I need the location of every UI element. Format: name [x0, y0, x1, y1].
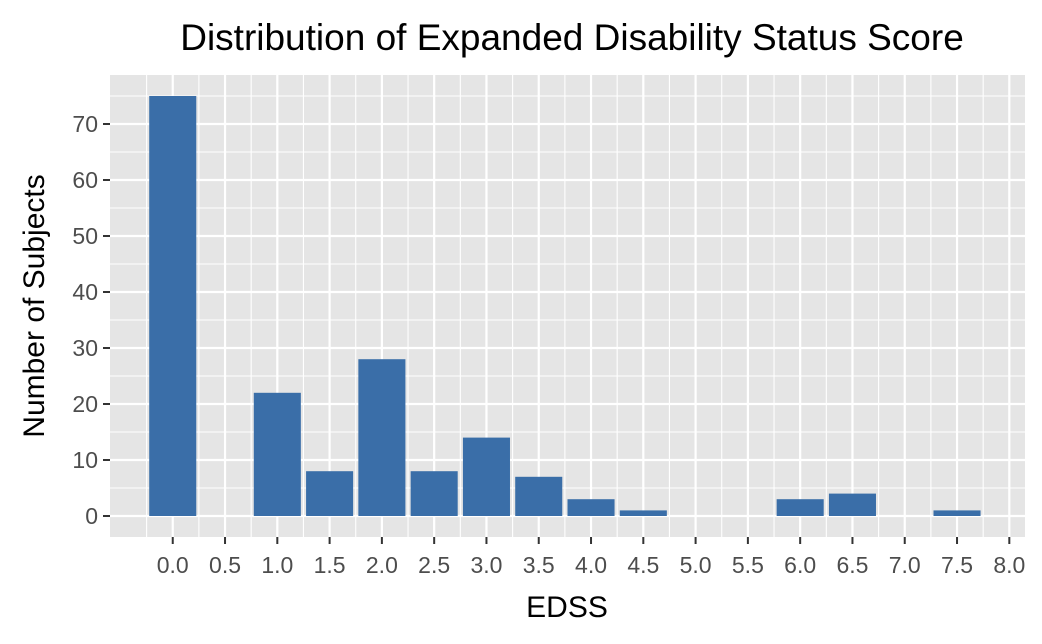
x-tick-label: 0.5: [209, 552, 241, 578]
y-tick-label: 20: [72, 391, 98, 417]
y-tick-label: 0: [85, 503, 98, 529]
x-tick-label: 8.0: [993, 552, 1025, 578]
x-tick-label: 7.0: [889, 552, 921, 578]
x-tick-label: 4.5: [627, 552, 659, 578]
bars: [149, 96, 981, 516]
x-tick-label: 3.5: [523, 552, 555, 578]
x-tick-label: 1.5: [314, 552, 346, 578]
x-tick-label: 4.0: [575, 552, 607, 578]
x-tick-label: 0.0: [157, 552, 189, 578]
x-tick-label: 2.0: [366, 552, 398, 578]
x-tick-label: 2.5: [418, 552, 450, 578]
x-tick-label: 7.5: [941, 552, 973, 578]
x-tick-label: 5.5: [732, 552, 764, 578]
plot-panel: [110, 75, 1025, 537]
chart-title: Distribution of Expanded Disability Stat…: [180, 17, 964, 58]
y-tick-label: 30: [72, 335, 98, 361]
x-axis: 0.0 0.5 1.0 1.5 2.0 2.5 3.0 3.5 4.0 4.5 5.0 5.5 6.0 6…: [157, 537, 1025, 578]
y-tick-label: 50: [72, 223, 98, 249]
x-axis-title: EDSS: [526, 591, 608, 624]
bar: [776, 499, 824, 516]
bar: [933, 510, 981, 516]
x-tick-label: 3.0: [470, 552, 502, 578]
x-tick-label: 5.0: [680, 552, 712, 578]
bar: [828, 493, 876, 516]
bar: [515, 476, 563, 516]
bar: [358, 359, 406, 516]
x-tick-label: 6.0: [784, 552, 816, 578]
y-axis-title: Number of Subjects: [18, 174, 51, 437]
bar: [462, 437, 510, 516]
bar: [253, 392, 301, 516]
bar: [619, 510, 667, 516]
y-tick-label: 10: [72, 447, 98, 473]
x-tick-label: 6.5: [836, 552, 868, 578]
major-gridlines: [110, 75, 1025, 537]
y-axis: 0 10 20 30 40 50 60 70: [72, 111, 110, 529]
bar: [410, 471, 458, 516]
x-tick-label: 1.0: [261, 552, 293, 578]
y-tick-label: 60: [72, 167, 98, 193]
bar: [149, 96, 197, 516]
y-tick-label: 40: [72, 279, 98, 305]
y-tick-label: 70: [72, 111, 98, 137]
bar: [306, 471, 354, 516]
bar: [567, 499, 615, 516]
